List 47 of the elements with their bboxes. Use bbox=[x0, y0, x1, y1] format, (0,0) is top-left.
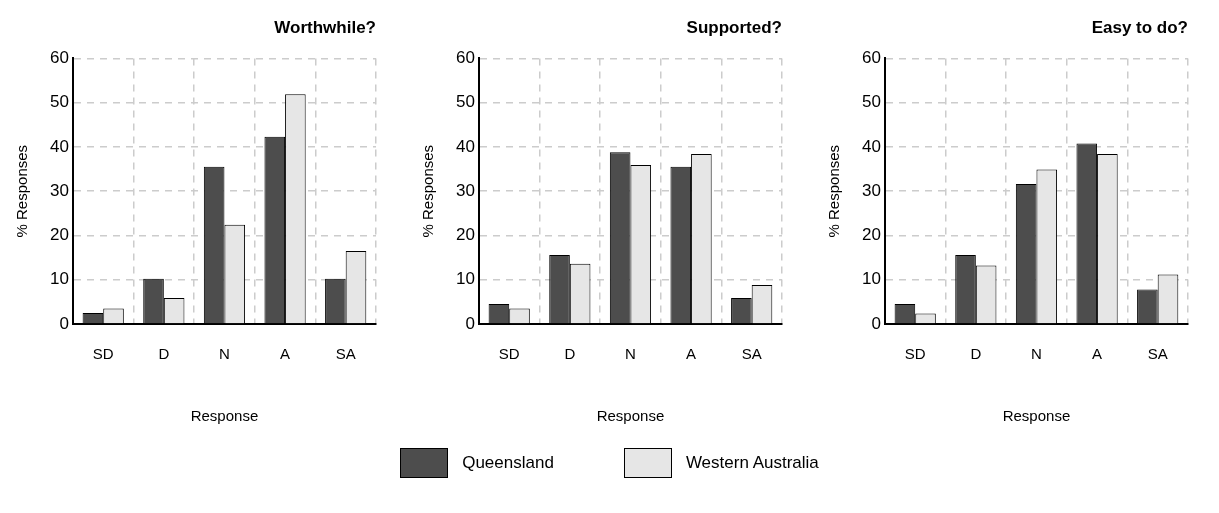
x-tick-label: N bbox=[1031, 345, 1042, 363]
y-tick-label: 40 bbox=[455, 136, 475, 156]
chart-title: Supported? bbox=[686, 17, 782, 37]
y-tick-label: 30 bbox=[861, 180, 881, 200]
y-tick-label: 0 bbox=[465, 313, 475, 333]
y-tick-label: 0 bbox=[59, 313, 69, 333]
x-tick-label: A bbox=[1092, 345, 1103, 363]
y-tick-label: 30 bbox=[455, 180, 475, 200]
y-tick-label: 10 bbox=[49, 269, 69, 289]
y-tick-label: 20 bbox=[49, 225, 69, 245]
y-tick-label: 60 bbox=[49, 48, 69, 68]
x-tick-label: SA bbox=[335, 345, 356, 363]
x-tick-label: N bbox=[219, 345, 230, 363]
y-tick-label: 50 bbox=[861, 92, 881, 112]
x-tick-label: D bbox=[158, 345, 170, 363]
y-tick-label: 30 bbox=[49, 180, 69, 200]
x-tick-label: A bbox=[280, 345, 291, 363]
x-tick-label: D bbox=[564, 345, 576, 363]
y-tick-label: 60 bbox=[861, 48, 881, 68]
y-tick-label: 20 bbox=[455, 225, 475, 245]
x-tick-label: SD bbox=[904, 345, 926, 363]
y-tick-label: 50 bbox=[455, 92, 475, 112]
y-tick-label: 40 bbox=[861, 136, 881, 156]
y-tick-label: 10 bbox=[861, 269, 881, 289]
x-tick-label: N bbox=[625, 345, 636, 363]
y-tick-label: 10 bbox=[455, 269, 475, 289]
x-tick-label: SD bbox=[92, 345, 114, 363]
y-axis-title: % Responses bbox=[419, 144, 437, 238]
y-tick-label: 0 bbox=[871, 313, 881, 333]
x-tick-label: SA bbox=[741, 345, 762, 363]
legend-label: Western Australia bbox=[685, 453, 819, 473]
y-tick-label: 50 bbox=[49, 92, 69, 112]
chart-title: Easy to do? bbox=[1091, 17, 1188, 37]
legend-label: Queensland bbox=[462, 453, 554, 473]
chart-title: Worthwhile? bbox=[274, 17, 376, 37]
x-tick-label: SD bbox=[498, 345, 520, 363]
x-axis-title: Response bbox=[1002, 407, 1071, 425]
x-tick-label: A bbox=[686, 345, 697, 363]
y-axis-title: % Responses bbox=[13, 144, 31, 238]
y-tick-label: 20 bbox=[861, 225, 881, 245]
x-tick-label: SA bbox=[1147, 345, 1168, 363]
x-axis-title: Response bbox=[596, 407, 665, 425]
x-axis-title: Response bbox=[190, 407, 259, 425]
x-tick-label: D bbox=[970, 345, 982, 363]
y-axis-title: % Responses bbox=[825, 144, 843, 238]
y-tick-label: 40 bbox=[49, 136, 69, 156]
y-tick-label: 60 bbox=[455, 48, 475, 68]
